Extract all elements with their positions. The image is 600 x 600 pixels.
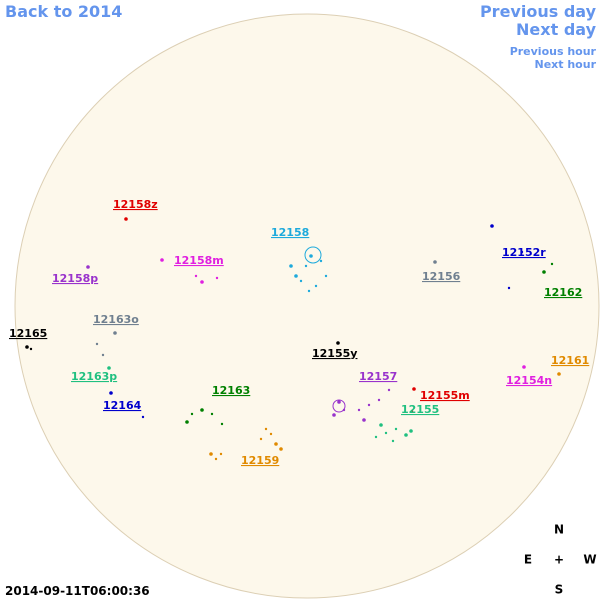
sunspot bbox=[374, 435, 378, 439]
region-label[interactable]: 12163p bbox=[71, 370, 117, 383]
sunspot bbox=[294, 274, 298, 278]
sunspot bbox=[391, 439, 395, 443]
region-label[interactable]: 12152r bbox=[502, 246, 546, 259]
sunspot bbox=[160, 258, 164, 262]
region-label[interactable]: 12158p bbox=[52, 272, 98, 285]
region-label[interactable]: 12154n bbox=[506, 374, 552, 387]
sunspot bbox=[433, 260, 437, 264]
sunspot bbox=[113, 331, 117, 335]
compass-center: + bbox=[554, 553, 564, 567]
sunspot bbox=[185, 420, 189, 424]
sunspot bbox=[367, 403, 371, 407]
sunspot bbox=[274, 442, 278, 446]
next-day-link[interactable]: Next day bbox=[516, 20, 596, 39]
region-label[interactable]: 12158z bbox=[113, 198, 158, 211]
regions: 12158z 12158 12152r 12158m 12158p 12156 12162 1… bbox=[9, 198, 589, 467]
sunspot bbox=[337, 400, 341, 404]
region-label[interactable]: 12158m bbox=[174, 254, 224, 267]
sunspot bbox=[550, 262, 554, 266]
sunspot bbox=[384, 431, 388, 435]
sunspot bbox=[124, 217, 128, 221]
sunspot bbox=[314, 284, 318, 288]
region-label[interactable]: 12156 bbox=[422, 270, 461, 283]
region-label[interactable]: 12164 bbox=[103, 399, 142, 412]
region-label[interactable]: 12157 bbox=[359, 370, 397, 383]
sunspot bbox=[542, 270, 546, 274]
sunspot bbox=[507, 286, 511, 290]
previous-day-link[interactable]: Previous day bbox=[479, 2, 596, 21]
sunspot bbox=[95, 342, 99, 346]
previous-hour-link[interactable]: Previous hour bbox=[509, 45, 596, 58]
sunspot bbox=[269, 432, 273, 436]
sunspot bbox=[209, 452, 213, 456]
sunspot bbox=[214, 457, 218, 461]
sunspot bbox=[307, 289, 311, 293]
compass-west: W bbox=[583, 553, 596, 567]
next-hour-link[interactable]: Next hour bbox=[534, 58, 597, 71]
sunspot bbox=[101, 353, 105, 357]
sunspot bbox=[194, 274, 198, 278]
region-label[interactable]: 12161 bbox=[551, 354, 589, 367]
back-link[interactable]: Back to 2014 bbox=[5, 2, 123, 21]
sunspot bbox=[289, 264, 293, 268]
sunspot bbox=[404, 433, 408, 437]
sunspot bbox=[490, 224, 494, 228]
compass-east: E bbox=[524, 553, 532, 567]
sunspot bbox=[336, 341, 340, 345]
sunspot bbox=[332, 413, 336, 417]
sunspot bbox=[190, 412, 194, 416]
sunspot bbox=[25, 345, 29, 349]
solar-disk bbox=[14, 13, 600, 599]
sunspot bbox=[219, 452, 223, 456]
sunspot bbox=[107, 366, 111, 370]
sunspot bbox=[377, 398, 381, 402]
sunspot bbox=[279, 447, 283, 451]
sunspot bbox=[109, 391, 113, 395]
sunspot-ring bbox=[332, 399, 346, 413]
compass-south: S bbox=[555, 583, 564, 597]
sunspot bbox=[141, 415, 145, 419]
sunspot bbox=[264, 427, 268, 431]
region-label[interactable]: 12158 bbox=[271, 226, 309, 239]
sunspot bbox=[324, 274, 328, 278]
compass-north: N bbox=[554, 523, 564, 537]
sunspot-ring bbox=[304, 246, 322, 264]
sunspot bbox=[357, 408, 361, 412]
sunspot bbox=[522, 365, 526, 369]
sunspot bbox=[319, 259, 323, 263]
sunspot bbox=[215, 276, 219, 280]
sunspot bbox=[259, 437, 263, 441]
sunspot bbox=[520, 250, 524, 254]
sunspot bbox=[299, 279, 303, 283]
region-label[interactable]: 12165 bbox=[9, 327, 47, 340]
sunspot bbox=[409, 429, 413, 433]
sunspot bbox=[86, 265, 90, 269]
sunspot bbox=[304, 264, 308, 268]
region-label[interactable]: 12155 bbox=[401, 403, 439, 416]
sunspot bbox=[394, 427, 398, 431]
sunspot bbox=[387, 388, 391, 392]
timestamp: 2014-09-11T06:00:36 bbox=[5, 584, 150, 598]
region-label[interactable]: 12162 bbox=[544, 286, 582, 299]
sunspot bbox=[379, 423, 383, 427]
sunspot bbox=[309, 254, 313, 258]
sunspot bbox=[220, 422, 224, 426]
sunspot bbox=[200, 280, 204, 284]
sunspot bbox=[29, 347, 33, 351]
sunspot bbox=[362, 418, 366, 422]
sunspot bbox=[557, 372, 561, 376]
sunspot bbox=[200, 408, 204, 412]
sunspot bbox=[412, 387, 416, 391]
region-label[interactable]: 12155m bbox=[420, 389, 470, 402]
sunspot bbox=[210, 412, 214, 416]
region-label[interactable]: 12159 bbox=[241, 454, 279, 467]
region-label[interactable]: 12163 bbox=[212, 384, 250, 397]
region-label[interactable]: 12163o bbox=[93, 313, 139, 326]
sunspot bbox=[410, 409, 414, 413]
region-label[interactable]: 12155y bbox=[312, 347, 357, 360]
